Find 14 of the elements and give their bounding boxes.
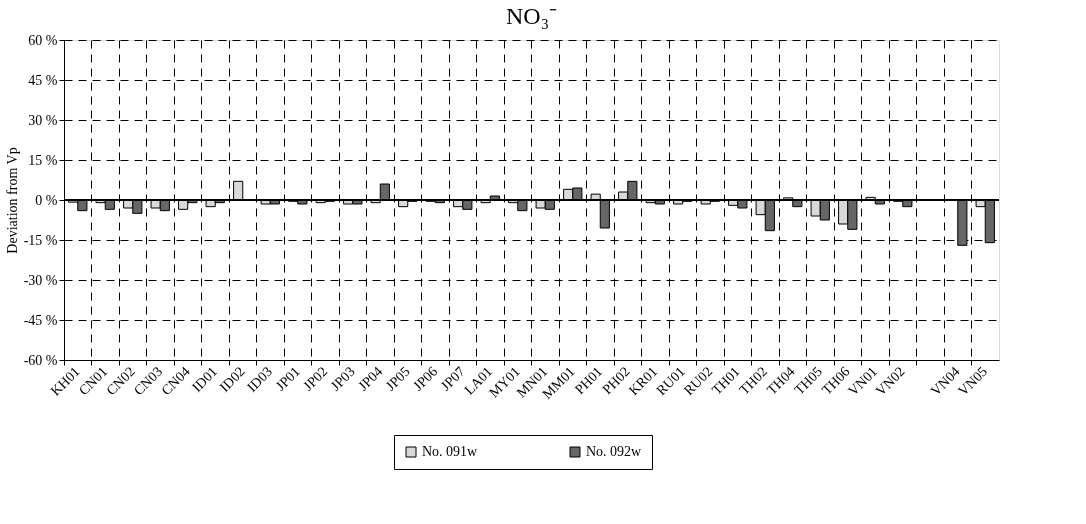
y-tick-label: -60 % — [23, 352, 58, 368]
y-tick-label: 60 % — [28, 32, 58, 48]
x-tick-label: JP01 — [272, 363, 303, 394]
y-tick-label: 15 % — [28, 152, 58, 168]
y-tick-label: 0 % — [35, 192, 58, 208]
y-tick-label: -30 % — [23, 272, 58, 288]
y-axis-title: Deviation from Vp — [4, 147, 20, 254]
y-tick-label: 45 % — [28, 72, 58, 88]
y-tick-label: -45 % — [23, 312, 58, 328]
y-tick-label: 30 % — [28, 112, 58, 128]
legend-label: No. 091w — [422, 444, 479, 459]
legend-label: No. 092w — [586, 444, 643, 459]
y-tick-label: -15 % — [23, 232, 58, 248]
chart-title: NO₃⁻ — [505, 3, 558, 29]
